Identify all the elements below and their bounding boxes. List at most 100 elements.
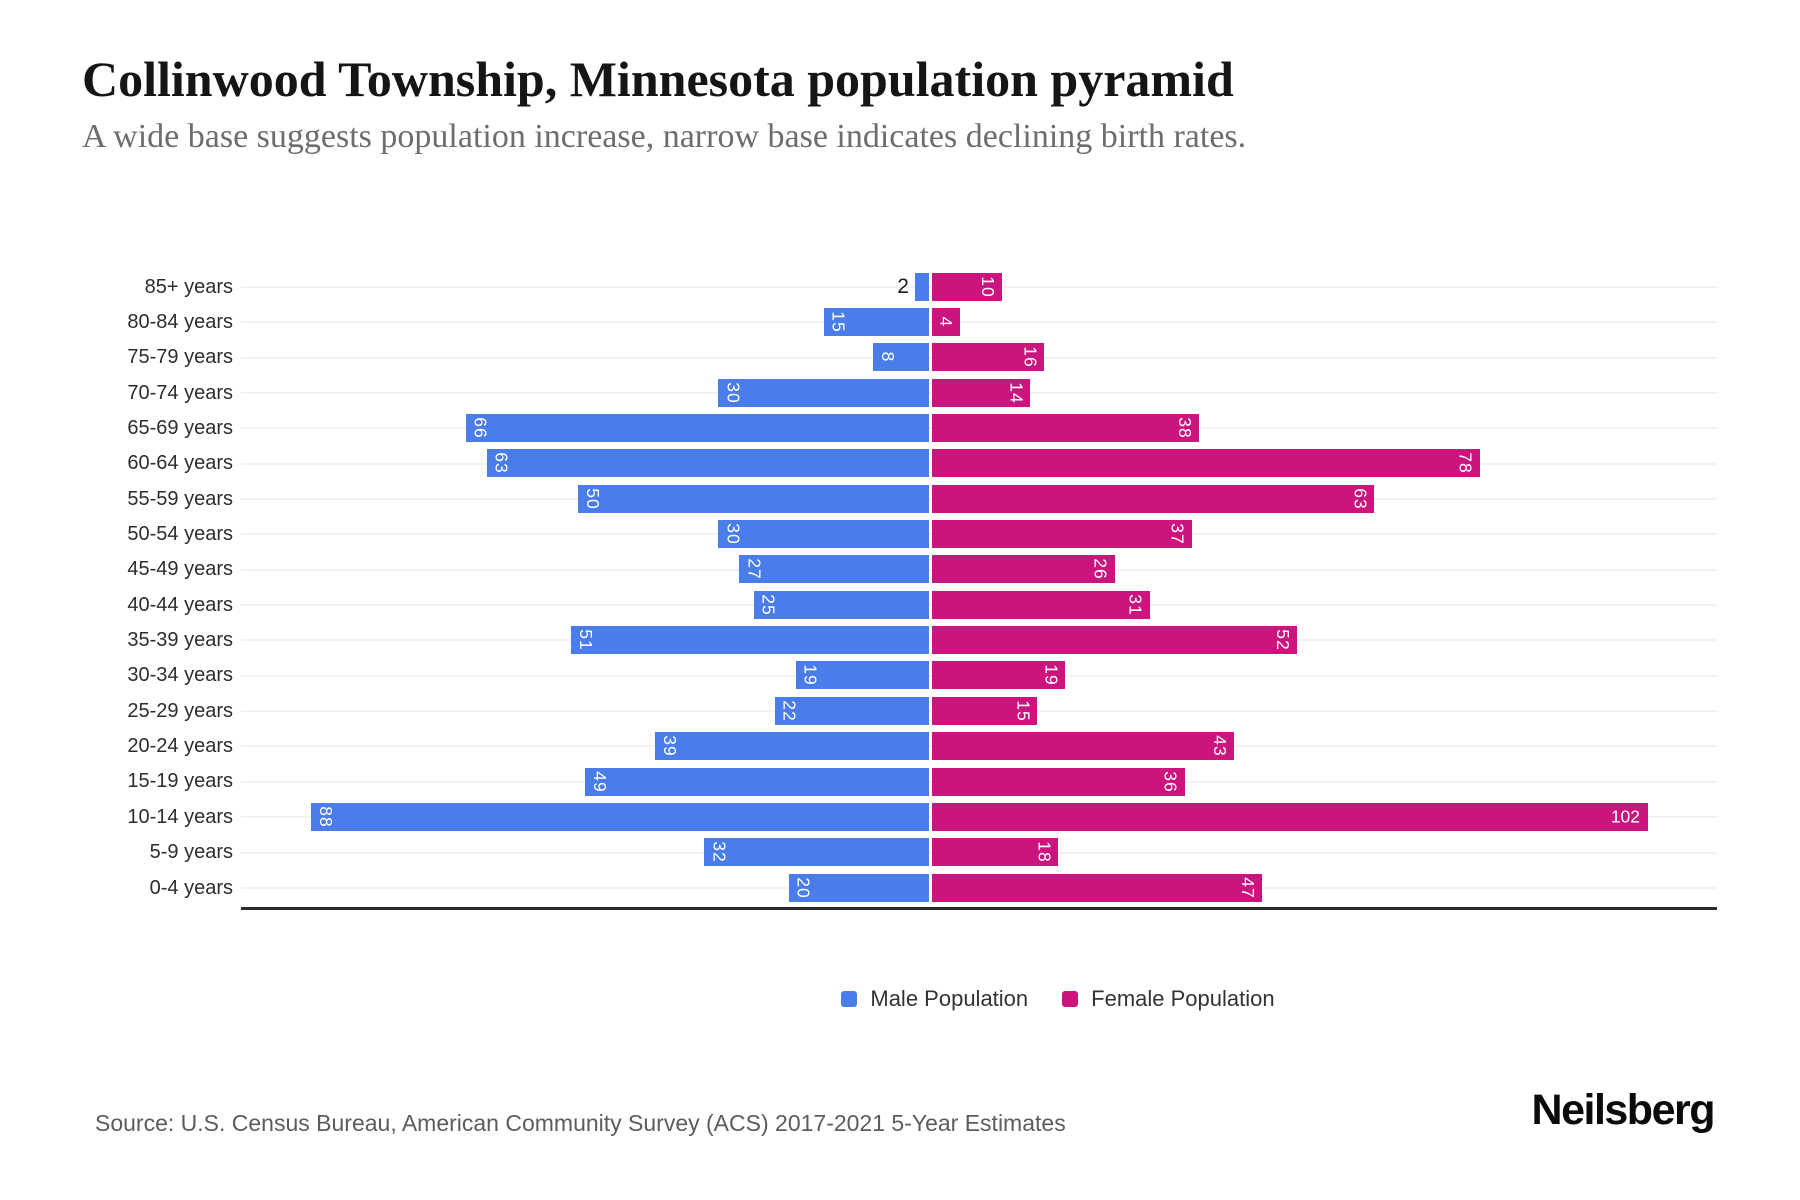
row-plot-area: 19 19 [233, 658, 1717, 693]
pyramid-chart: 85+ years 2 10 80-84 years 15 4 75-79 years 8 16… [83, 269, 1717, 911]
legend-item-male[interactable]: Male Population [841, 986, 1028, 1012]
age-group-label: 70-74 years [127, 381, 233, 404]
male-legend-label: Male Population [870, 986, 1029, 1011]
age-group-label: 35-39 years [127, 629, 233, 652]
row-plot-area: 49 36 [233, 764, 1717, 799]
female-bar[interactable]: 26 [932, 555, 1115, 584]
female-bar[interactable]: 37 [932, 520, 1192, 549]
age-group-label: 75-79 years [127, 346, 233, 369]
male-bar[interactable]: 32 [704, 838, 929, 867]
age-group-label: 10-14 years [127, 805, 233, 828]
female-bar[interactable]: 47 [932, 873, 1262, 902]
female-bar[interactable]: 52 [932, 626, 1298, 655]
chart-legend: Male Population Female Population [316, 986, 1800, 1012]
pyramid-row: 35-39 years 51 52 [83, 622, 1717, 657]
age-group-label: 85+ years [144, 275, 233, 298]
male-bar[interactable]: 27 [739, 555, 929, 584]
pyramid-row: 60-64 years 63 78 [83, 446, 1717, 481]
female-bar[interactable]: 78 [932, 449, 1480, 478]
legend-item-female[interactable]: Female Population [1062, 986, 1275, 1012]
male-bar[interactable]: 8 [872, 343, 929, 372]
female-bar[interactable]: 63 [932, 484, 1375, 513]
male-value-label: 15 [828, 311, 849, 333]
male-value-label: 63 [491, 452, 512, 475]
female-legend-swatch-icon [1062, 991, 1079, 1007]
row-plot-area: 27 26 [233, 552, 1717, 587]
row-plot-area: 32 18 [233, 835, 1717, 870]
gridline [241, 321, 1717, 324]
age-group-label: 60-64 years [127, 452, 233, 475]
female-value-label: 4 [936, 316, 957, 328]
male-value-label: 20 [793, 876, 814, 899]
male-bar[interactable]: 63 [486, 449, 929, 478]
male-bar[interactable]: 22 [774, 696, 929, 725]
pyramid-row: 45-49 years 27 26 [83, 552, 1717, 587]
female-bar[interactable]: 31 [932, 590, 1150, 619]
female-value-label: 78 [1455, 452, 1476, 475]
male-bar[interactable]: 15 [823, 308, 929, 337]
neilsberg-logo: Neilsberg [1531, 1086, 1716, 1134]
male-bar[interactable]: 25 [753, 590, 929, 619]
female-value-label: 18 [1034, 841, 1055, 863]
pyramid-row: 75-79 years 8 16 [83, 340, 1717, 375]
female-value-label: 52 [1273, 629, 1294, 651]
pyramid-row: 70-74 years 30 14 [83, 375, 1717, 410]
female-bar[interactable]: 18 [932, 838, 1059, 867]
female-value-label: 43 [1209, 735, 1230, 757]
female-bar[interactable]: 36 [932, 767, 1185, 796]
pyramid-row: 80-84 years 15 4 [83, 304, 1717, 339]
male-bar[interactable]: 51 [570, 626, 929, 655]
row-plot-area: 2 10 [233, 269, 1717, 304]
female-bar[interactable]: 102 [932, 802, 1649, 831]
male-value-label: 2 [897, 274, 909, 298]
male-value-label: 19 [800, 664, 821, 687]
pyramid-rows: 85+ years 2 10 80-84 years 15 4 75-79 years 8 16… [83, 269, 1717, 905]
pyramid-row: 5-9 years 32 18 [83, 835, 1717, 870]
male-value-label: 8 [877, 352, 898, 363]
pyramid-row: 10-14 years 88 102 [83, 799, 1717, 834]
page-title: Collinwood Township, Minnesota populatio… [82, 51, 1234, 107]
age-group-label: 45-49 years [127, 558, 233, 581]
pyramid-row: 85+ years 2 10 [83, 269, 1717, 304]
male-bar[interactable]: 30 [718, 378, 929, 407]
male-value-label: 30 [723, 523, 744, 545]
age-group-label: 5-9 years [149, 841, 233, 864]
pyramid-row: 15-19 years 49 36 [83, 764, 1717, 799]
male-bar[interactable]: 39 [655, 732, 929, 761]
row-plot-area: 88 102 [233, 799, 1717, 834]
female-bar[interactable]: 19 [932, 661, 1066, 690]
male-bar[interactable]: 19 [795, 661, 929, 690]
row-plot-area: 15 4 [233, 304, 1717, 339]
female-bar[interactable]: 38 [932, 414, 1199, 443]
male-bar[interactable]: 49 [585, 767, 929, 796]
female-value-label: 10 [978, 275, 999, 298]
female-bar[interactable]: 15 [932, 696, 1038, 725]
male-bar[interactable]: 50 [578, 484, 929, 513]
male-value-label: 51 [575, 629, 596, 651]
male-bar[interactable]: 30 [718, 520, 929, 549]
female-bar[interactable]: 16 [932, 343, 1045, 372]
female-value-label: 16 [1020, 346, 1041, 369]
row-plot-area: 50 63 [233, 481, 1717, 516]
x-axis-baseline [241, 907, 1717, 910]
row-plot-area: 39 43 [233, 728, 1717, 763]
male-bar[interactable] [914, 272, 929, 301]
source-attribution: Source: U.S. Census Bureau, American Com… [95, 1110, 1066, 1136]
age-group-label: 0-4 years [149, 876, 233, 899]
male-bar[interactable]: 20 [788, 873, 929, 902]
pyramid-row: 0-4 years 20 47 [83, 870, 1717, 905]
female-bar[interactable]: 10 [932, 272, 1003, 301]
male-value-label: 27 [744, 558, 765, 581]
female-value-label: 47 [1237, 876, 1258, 899]
male-bar[interactable]: 66 [465, 414, 929, 443]
male-bar[interactable]: 88 [311, 802, 929, 831]
female-bar[interactable]: 43 [932, 732, 1234, 761]
female-bar[interactable]: 4 [932, 308, 961, 337]
row-plot-area: 25 31 [233, 587, 1717, 622]
age-group-label: 50-54 years [127, 523, 233, 546]
female-value-label: 38 [1174, 417, 1195, 439]
row-plot-area: 51 52 [233, 622, 1717, 657]
age-group-label: 80-84 years [127, 311, 233, 334]
female-bar[interactable]: 14 [932, 378, 1031, 407]
